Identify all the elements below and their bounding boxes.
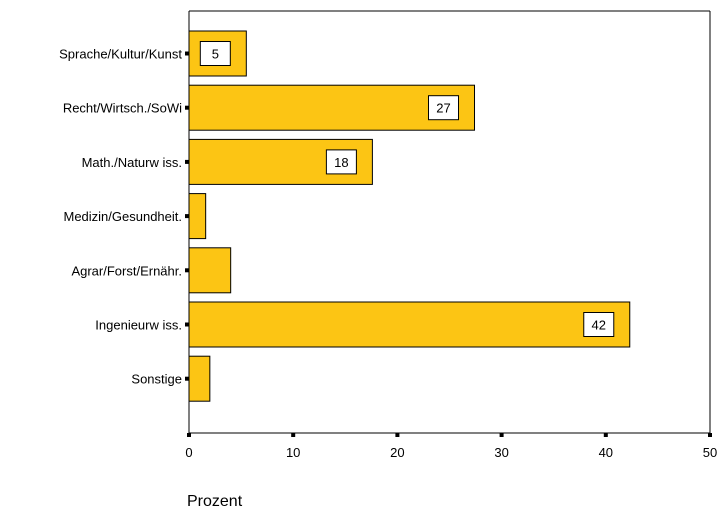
bar-3	[188, 193, 207, 240]
x-tick-label: 20	[390, 445, 404, 460]
x-tick-mark	[187, 433, 191, 437]
x-tick-mark	[291, 433, 296, 437]
data-label: 42	[592, 318, 606, 333]
bar-1	[188, 84, 476, 131]
category-label: Agrar/Forst/Ernähr.	[71, 263, 182, 278]
data-label: 5	[212, 47, 219, 62]
category-labels: Sprache/Kultur/Kunst Recht/Wirtsch./SoWi M…	[59, 47, 189, 387]
bar-6	[188, 355, 211, 402]
x-tick-label: 0	[185, 445, 192, 460]
data-label-box	[428, 95, 460, 121]
x-tick-mark	[603, 433, 608, 437]
y-tick-mark	[185, 105, 189, 110]
x-tick-label: 10	[286, 445, 300, 460]
category-label: Medizin/Gesundheit.	[63, 209, 182, 224]
x-axis-title: Prozent	[187, 493, 243, 510]
y-tick-mark	[185, 51, 189, 56]
x-axis-ticks: 0 10 20 30 40 50	[185, 433, 717, 460]
category-label: Ingenieurw iss.	[95, 318, 182, 333]
data-label: 18	[334, 155, 348, 170]
category-label: Sonstige	[131, 372, 182, 387]
category-label: Recht/Wirtsch./SoWi	[63, 101, 182, 116]
data-label-box	[325, 149, 357, 175]
category-label: Sprache/Kultur/Kunst	[59, 47, 182, 62]
data-label-box	[583, 312, 615, 337]
y-tick-mark	[185, 322, 189, 327]
category-label: Math./Naturw iss.	[82, 155, 182, 170]
bar-4	[188, 247, 232, 294]
x-tick-mark	[499, 433, 504, 437]
x-tick-label: 40	[599, 445, 613, 460]
y-tick-mark	[185, 159, 189, 164]
y-tick-mark	[185, 376, 189, 381]
x-tick-mark	[708, 433, 712, 437]
data-label: 27	[436, 101, 450, 116]
data-label-box	[199, 41, 231, 66]
y-tick-mark	[185, 214, 189, 219]
x-tick-label: 50	[703, 445, 717, 460]
y-tick-mark	[185, 268, 189, 273]
bar-5	[188, 301, 631, 348]
plot-frame	[188, 10, 711, 434]
x-tick-mark	[395, 433, 400, 437]
bars: 5 27 18 42	[188, 30, 631, 402]
x-tick-label: 30	[494, 445, 508, 460]
